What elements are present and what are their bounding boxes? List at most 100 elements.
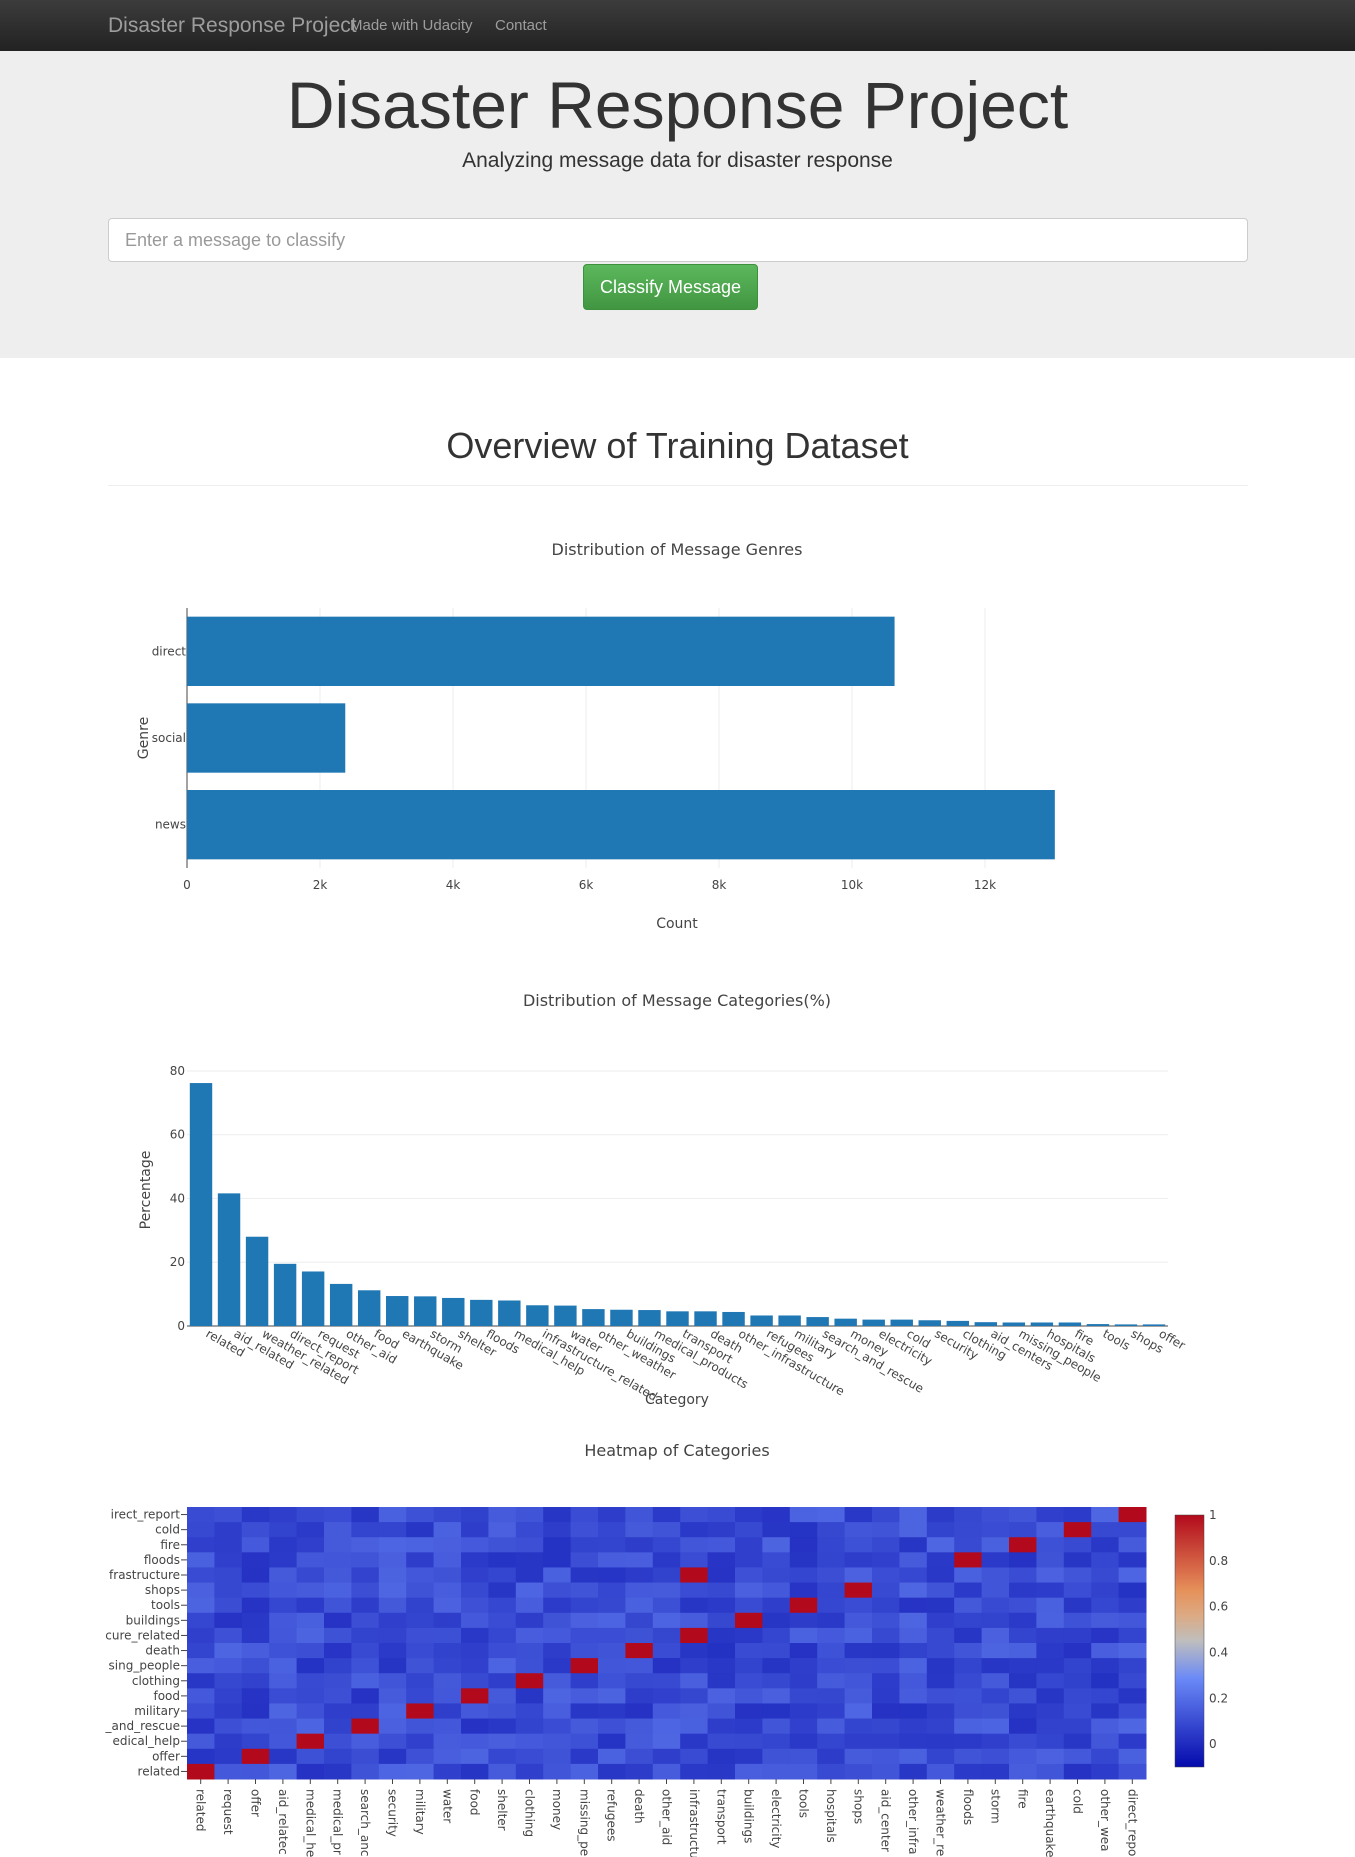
- heatmap-cell: [926, 1552, 955, 1568]
- heatmap-cell: [543, 1658, 572, 1674]
- heatmap-cell: [269, 1507, 298, 1523]
- heatmap-cell: [515, 1673, 544, 1689]
- heatmap-cell: [598, 1522, 626, 1538]
- heatmap-cell: [1036, 1673, 1065, 1689]
- heatmap-cell: [899, 1552, 928, 1568]
- heatmap-cell: [680, 1582, 709, 1599]
- heatmap-cell: [652, 1718, 681, 1735]
- heatmap-cell: [954, 1703, 983, 1720]
- heatmap-cell: [1009, 1643, 1037, 1659]
- heatmap-cell: [406, 1582, 435, 1599]
- heatmap-cell: [844, 1643, 873, 1659]
- heatmap-cell: [1036, 1658, 1065, 1674]
- heatmap-cell: [241, 1688, 270, 1704]
- heatmap-cell: [1091, 1688, 1120, 1704]
- heatmap-cell: [625, 1612, 654, 1629]
- heatmap-cell: [269, 1597, 298, 1614]
- heatmap-cell: [461, 1733, 489, 1750]
- bar-refugees: [750, 1315, 773, 1326]
- heatmap-cell: [296, 1582, 325, 1599]
- x-axis-title: Count: [656, 916, 698, 932]
- heatmap-cell: [1091, 1673, 1120, 1689]
- heatmap-cell: [515, 1627, 544, 1644]
- message-input[interactable]: [108, 218, 1248, 262]
- heatmap-cell: [899, 1688, 928, 1704]
- x-tick-label: fire: [1016, 1789, 1030, 1809]
- heatmap-cell: [187, 1718, 215, 1735]
- heatmap-cell: [214, 1748, 243, 1765]
- heatmap-cell: [872, 1582, 900, 1599]
- bar-aid_related: [217, 1193, 241, 1326]
- y-tick-label: fire: [160, 1538, 180, 1552]
- bar-medical_products: [638, 1310, 661, 1326]
- heatmap-cell: [844, 1567, 873, 1584]
- heatmap-cell: [324, 1763, 352, 1780]
- heatmap-cell: [707, 1688, 736, 1704]
- heatmap-cell: [570, 1703, 599, 1720]
- heatmap-cell: [461, 1627, 489, 1644]
- heatmap-cell: [296, 1763, 325, 1780]
- heatmap-cell: [1009, 1733, 1037, 1750]
- heatmap-cell: [844, 1552, 873, 1568]
- navbar: Disaster Response Project Made with Udac…: [0, 0, 1355, 52]
- nav-link-contact[interactable]: Contact: [495, 17, 547, 34]
- heatmap-cell: [406, 1718, 435, 1735]
- heatmap-cell: [324, 1643, 352, 1659]
- heatmap-cell: [1009, 1537, 1037, 1553]
- heatmap-cell: [187, 1643, 215, 1659]
- bar-offer: [1142, 1324, 1166, 1326]
- heatmap-cell: [351, 1763, 380, 1780]
- heatmap-cell: [241, 1748, 270, 1765]
- heatmap-cell: [789, 1688, 818, 1704]
- heatmap-cell: [872, 1552, 900, 1568]
- heatmap-cell: [789, 1658, 818, 1674]
- heatmap-cell: [735, 1567, 763, 1584]
- heatmap-cell: [817, 1582, 846, 1599]
- heatmap-cell: [954, 1763, 983, 1780]
- heatmap-cell: [707, 1552, 736, 1568]
- heatmap-cell: [543, 1748, 572, 1765]
- heatmap-cell: [515, 1552, 544, 1568]
- heatmap-cell: [598, 1718, 626, 1735]
- heatmap-cell: [324, 1552, 352, 1568]
- heatmap-cell: [680, 1673, 709, 1689]
- heatmap-cell: [187, 1733, 215, 1750]
- heatmap-cell: [378, 1643, 407, 1659]
- heatmap-cell: [488, 1597, 517, 1614]
- heatmap-cell: [187, 1627, 215, 1644]
- heatmap-cell: [461, 1597, 489, 1614]
- heatmap-cell: [872, 1718, 900, 1735]
- heatmap-cell: [625, 1597, 654, 1614]
- heatmap-cell: [1063, 1597, 1092, 1614]
- heatmap-cell: [899, 1673, 928, 1689]
- heatmap-cell: [926, 1522, 955, 1538]
- heatmap-cell: [680, 1627, 709, 1644]
- heatmap-cell: [433, 1627, 462, 1644]
- heatmap-cell: [461, 1537, 489, 1553]
- heatmap-cell: [378, 1552, 407, 1568]
- heatmap-cell: [351, 1522, 380, 1538]
- navbar-brand[interactable]: Disaster Response Project: [108, 14, 357, 37]
- heatmap-cell: [680, 1507, 709, 1523]
- classify-message-button[interactable]: Classify Message: [583, 264, 758, 310]
- heatmap-cell: [954, 1552, 983, 1568]
- heatmap-cell: [461, 1582, 489, 1599]
- heatmap-cell: [324, 1703, 352, 1720]
- heatmap-cell: [570, 1658, 599, 1674]
- heatmap-cell: [1009, 1718, 1037, 1735]
- heatmap-cell: [570, 1567, 599, 1584]
- heatmap-cell: [954, 1582, 983, 1599]
- heatmap-cell: [187, 1658, 215, 1674]
- heatmap-cell: [324, 1673, 352, 1689]
- page-subtitle: Analyzing message data for disaster resp…: [462, 149, 893, 172]
- heatmap-cell: [625, 1688, 654, 1704]
- heatmap-cell: [899, 1733, 928, 1750]
- heatmap-cell: [598, 1643, 626, 1659]
- heatmap-cell: [461, 1522, 489, 1538]
- heatmap-cell: [488, 1612, 517, 1629]
- heatmap-cell: [954, 1567, 983, 1584]
- nav-link-udacity[interactable]: Made with Udacity: [350, 17, 473, 34]
- x-tick-label: military: [413, 1789, 427, 1835]
- y-tick-label: 60: [170, 1128, 185, 1142]
- heatmap-cell: [598, 1567, 626, 1584]
